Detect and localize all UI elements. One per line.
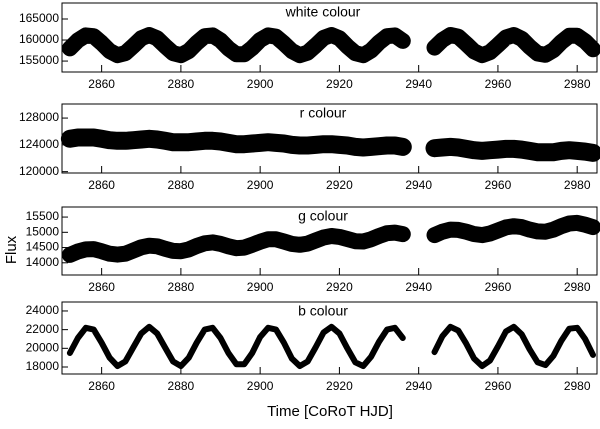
y-tick-label: 15500: [26, 209, 60, 223]
light-curve: [66, 323, 596, 370]
y-tick-label: 128000: [19, 110, 59, 124]
panel-title: white colour: [285, 4, 361, 20]
y-tick-label: 124000: [19, 137, 59, 151]
x-tick-label: 2860: [88, 77, 115, 91]
x-tick-label: 2920: [326, 280, 353, 294]
panel: 120000 124000 128000 2860 2880 2900 2920 2940 29…: [19, 103, 600, 192]
x-tick-label: 2960: [485, 178, 512, 192]
y-axis-label: Flux: [3, 235, 20, 264]
y-tick-label: 22000: [26, 322, 60, 336]
y-tick-label: 20000: [26, 340, 60, 354]
panel: 18000 20000 22000 24000 2860 2880 2900 2920 2940…: [26, 301, 598, 420]
light-curve: [61, 27, 600, 64]
x-tick-label: 2960: [485, 77, 512, 91]
y-tick-label: 160000: [19, 32, 59, 46]
x-tick-label: 2940: [405, 280, 432, 294]
x-tick-label: 2940: [405, 178, 432, 192]
x-axis-label: Time [CoRoT HJD]: [267, 403, 393, 420]
x-tick-label: 2940: [405, 379, 432, 393]
plot-frame: [61, 206, 598, 276]
x-tick-label: 2920: [326, 178, 353, 192]
y-tick-label: 15000: [26, 224, 60, 238]
y-tick-label: 14500: [26, 240, 60, 254]
light-curve: [60, 128, 600, 162]
x-tick-label: 2980: [564, 178, 591, 192]
panel-title: b colour: [298, 303, 348, 319]
x-tick-label: 2980: [564, 280, 591, 294]
y-tick-label: 165000: [19, 11, 59, 25]
x-tick-label: 2860: [88, 280, 115, 294]
y-tick-label: 24000: [26, 303, 60, 317]
x-tick-label: 2980: [564, 379, 591, 393]
x-tick-label: 2860: [88, 379, 115, 393]
x-tick-label: 2920: [326, 379, 353, 393]
x-tick-label: 2960: [485, 379, 512, 393]
y-tick-label: 155000: [19, 53, 59, 67]
x-tick-label: 2900: [247, 77, 274, 91]
plot-frame: [61, 301, 598, 375]
x-tick-label: 2880: [168, 77, 195, 91]
x-tick-label: 2980: [564, 77, 591, 91]
x-tick-label: 2880: [168, 178, 195, 192]
x-tick-label: 2900: [247, 280, 274, 294]
x-tick-label: 2960: [485, 280, 512, 294]
x-tick-label: 2940: [405, 77, 432, 91]
x-tick-label: 2900: [247, 379, 274, 393]
y-tick-label: 14000: [26, 255, 60, 269]
plot-frame: [61, 2, 598, 73]
panel-title: g colour: [298, 208, 348, 224]
x-tick-label: 2880: [168, 280, 195, 294]
x-tick-label: 2860: [88, 178, 115, 192]
panel: 155000 160000 165000 2860 2880 2900 2920 2940 29…: [19, 2, 600, 91]
x-tick-label: 2900: [247, 178, 274, 192]
x-tick-label: 2920: [326, 77, 353, 91]
panel-title: r colour: [300, 105, 347, 121]
x-tick-label: 2880: [168, 379, 195, 393]
y-tick-label: 120000: [19, 164, 59, 178]
light-curve: [61, 214, 600, 263]
y-tick-label: 18000: [26, 359, 60, 373]
